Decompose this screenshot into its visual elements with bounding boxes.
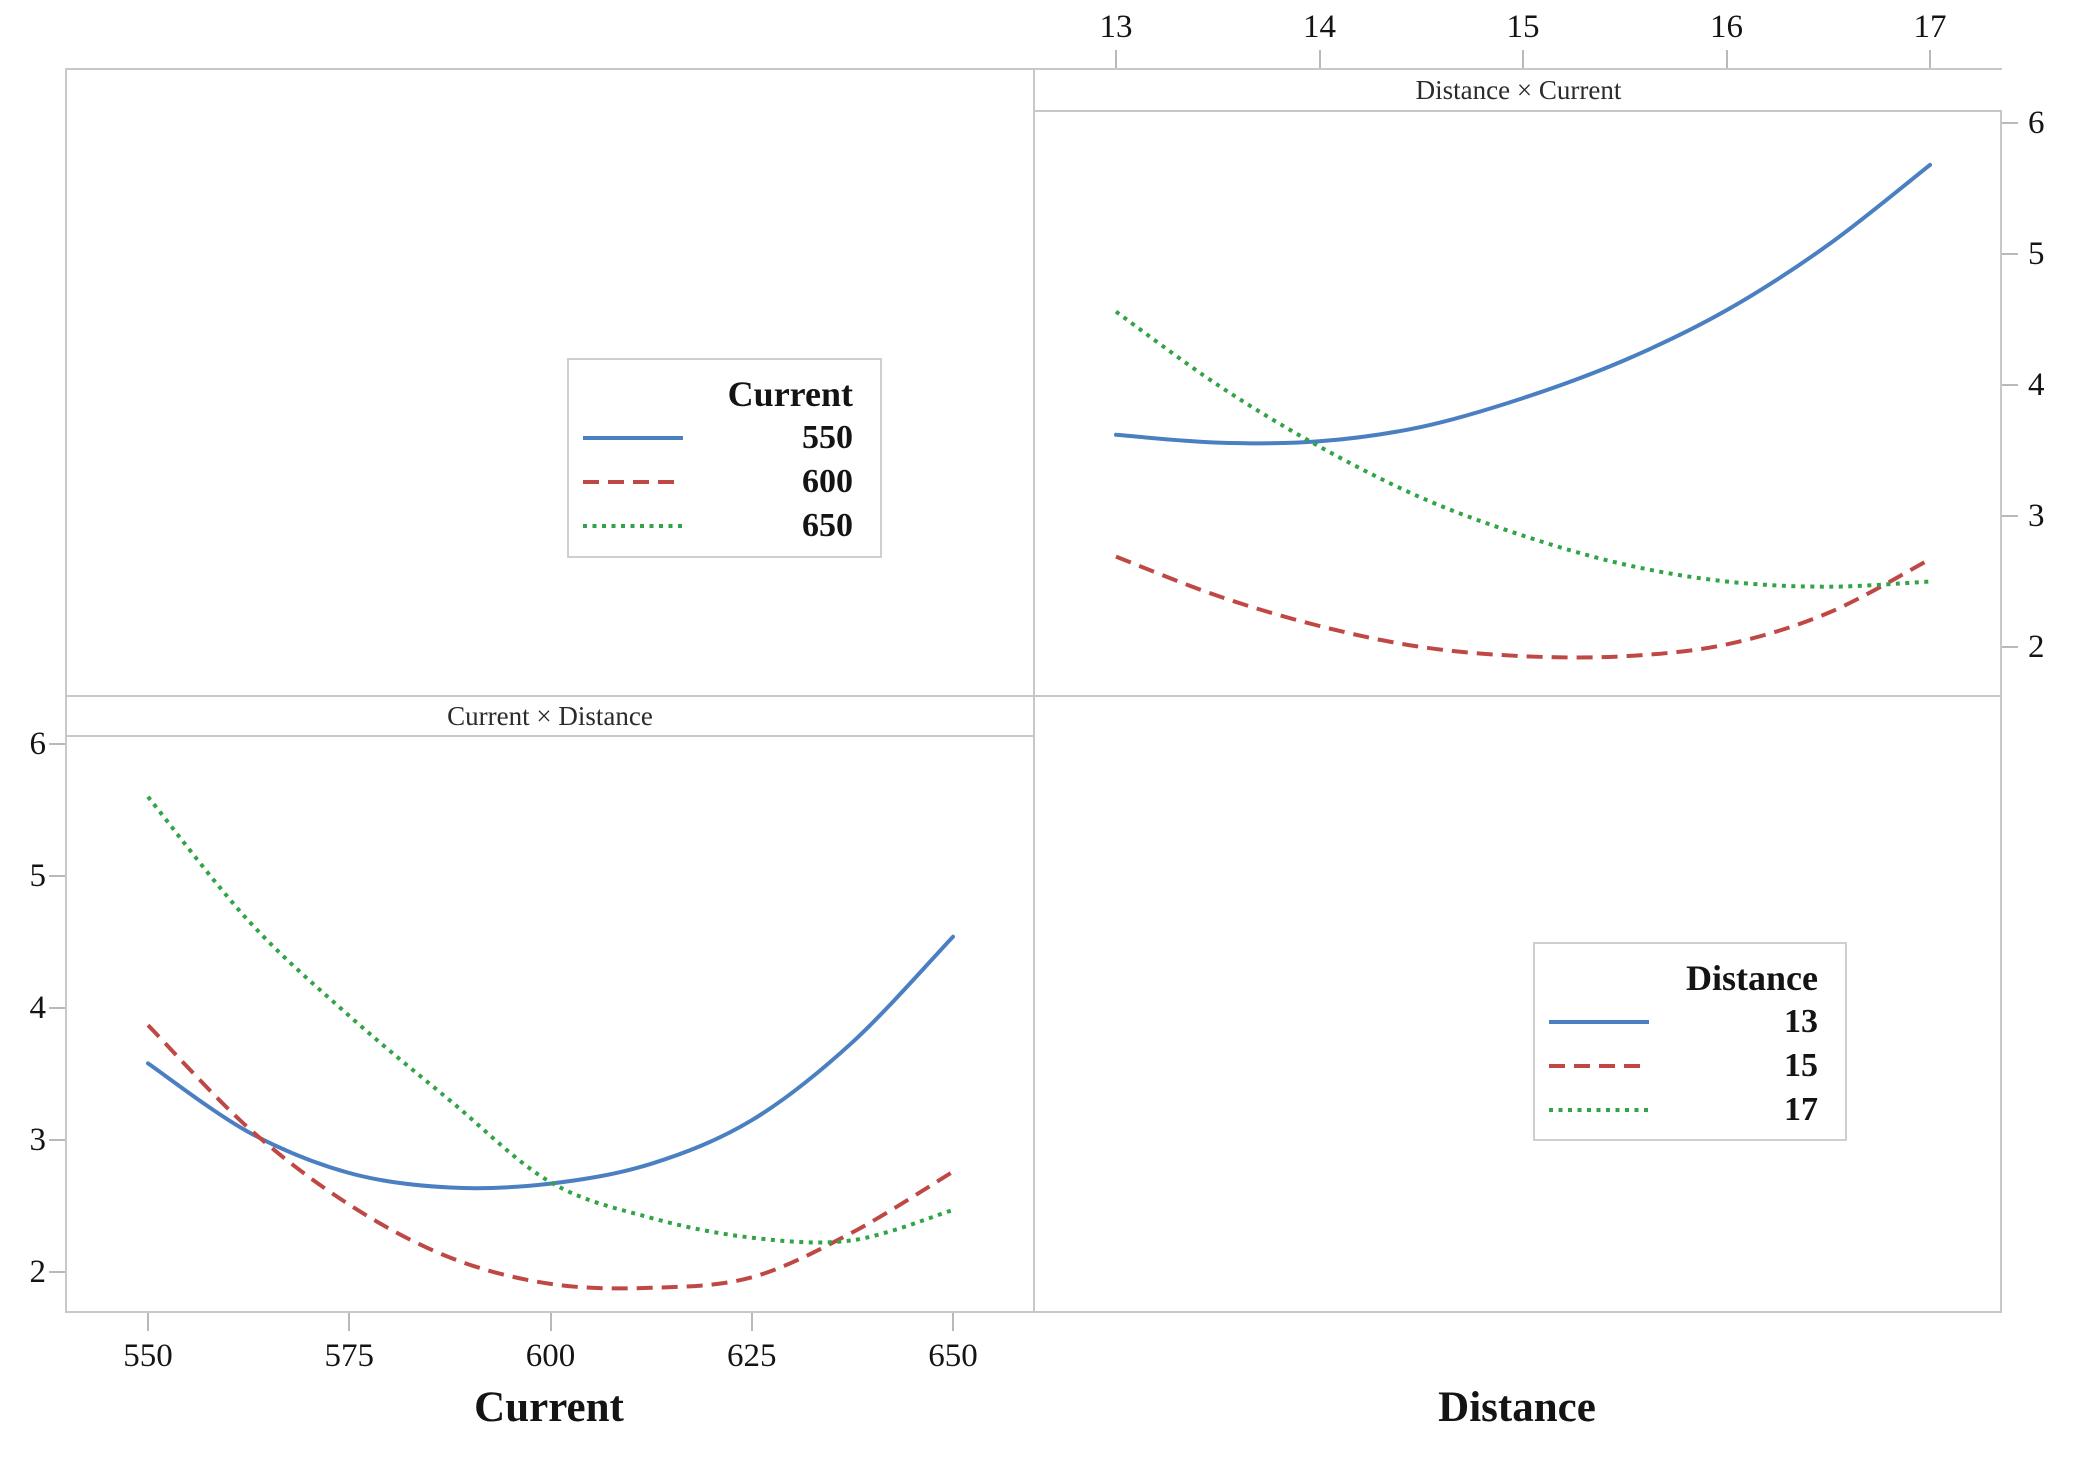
panel-horizontal-divider xyxy=(65,695,2002,697)
right-axis-tick xyxy=(2002,253,2018,255)
top-axis-tick xyxy=(1929,50,1931,68)
legend-entry-13: 13 xyxy=(1535,1000,1845,1044)
top-axis-tick-label: 13 xyxy=(1099,9,1133,45)
left-axis-tick-label: 2 xyxy=(29,1254,47,1290)
x-axis-title-current: Current xyxy=(474,1384,624,1431)
left-axis-tick xyxy=(49,1139,65,1141)
right-axis-tick-label: 5 xyxy=(2028,236,2045,272)
legend-entry-label: 550 xyxy=(802,419,853,456)
series-line-current-17 xyxy=(146,795,954,1245)
left-axis-tick xyxy=(49,1007,65,1009)
right-axis-tick-label: 4 xyxy=(2028,367,2045,403)
legend-distance-rows: 13 15 17 xyxy=(1535,1000,1845,1132)
legend-line-sample-solid xyxy=(583,436,683,440)
legend-entry-550: 550 xyxy=(569,416,880,460)
legend-line-sample-dotted xyxy=(583,524,683,528)
bottom-axis-tick xyxy=(952,1313,954,1331)
legend-entry-650: 650 xyxy=(569,504,880,548)
right-axis-tick xyxy=(2002,646,2018,648)
bottom-axis-tick-label: 650 xyxy=(928,1338,978,1374)
right-axis-tick-label: 2 xyxy=(2028,629,2045,665)
top-axis-tick xyxy=(1318,50,1321,68)
legend-entry-17: 17 xyxy=(1535,1088,1845,1132)
left-axis-tick-label: 4 xyxy=(29,990,47,1026)
legend-entry-600: 600 xyxy=(569,460,880,504)
bottom-axis-tick xyxy=(147,1313,149,1331)
bottom-axis-tick xyxy=(348,1313,351,1331)
legend-entry-label: 15 xyxy=(1784,1047,1818,1084)
legend-distance: Distance 13 15 17 xyxy=(1533,942,1847,1141)
bottom-axis-tick-label: 600 xyxy=(525,1338,576,1374)
legend-entry-15: 15 xyxy=(1535,1044,1845,1088)
top-axis-tick-label: 14 xyxy=(1303,9,1336,45)
series-line-distance-650 xyxy=(1114,309,1931,589)
panel-title-distance-by-current: Distance × Current xyxy=(1415,74,1622,105)
bottom-axis-tick xyxy=(750,1313,753,1331)
panel-vertical-divider xyxy=(1033,68,1035,1313)
legend-current-rows: 550 600 650 xyxy=(569,416,880,548)
series-line-current-13 xyxy=(146,934,955,1191)
bottom-axis-tick-label: 625 xyxy=(727,1338,777,1374)
x-axis-title-distance: Distance xyxy=(1438,1384,1596,1431)
top-axis-tick-label: 17 xyxy=(1913,9,1947,45)
series-line-distance-600 xyxy=(1115,554,1931,660)
panel-header-distance-by-current: Distance × Current xyxy=(1035,70,2002,112)
legend-line-sample-dotted xyxy=(1549,1108,1649,1112)
left-axis-tick-label: 3 xyxy=(29,1122,47,1158)
right-axis-tick-label: 3 xyxy=(2028,498,2045,534)
legend-line-sample-dashed xyxy=(583,480,683,484)
legend-entry-label: 600 xyxy=(802,463,853,500)
bottom-axis-tick-label: 575 xyxy=(324,1338,375,1374)
legend-line-sample-dashed xyxy=(1549,1064,1649,1068)
series-line-current-15 xyxy=(146,1023,955,1291)
right-axis-tick xyxy=(2002,122,2018,124)
top-axis-tick xyxy=(1725,50,1728,68)
top-axis-tick-label: 15 xyxy=(1506,9,1540,45)
top-axis-tick xyxy=(1115,50,1117,68)
right-axis-tick xyxy=(2002,384,2018,386)
legend-entry-label: 13 xyxy=(1784,1003,1818,1040)
right-axis-tick xyxy=(2002,515,2018,517)
left-axis-tick-label: 6 xyxy=(29,726,47,762)
top-axis-tick-label: 16 xyxy=(1710,9,1743,45)
top-axis-tick xyxy=(1522,50,1524,68)
panel-header-current-by-distance: Current × Distance xyxy=(67,697,1033,737)
bottom-axis-tick-label: 550 xyxy=(123,1338,173,1374)
left-axis-tick-label: 5 xyxy=(29,858,47,894)
left-axis-tick xyxy=(49,743,65,745)
legend-entry-label: 650 xyxy=(802,507,853,544)
panel-title-current-by-distance: Current × Distance xyxy=(447,700,653,731)
left-axis-tick xyxy=(49,1271,65,1273)
legend-line-sample-solid xyxy=(1549,1020,1649,1024)
right-axis-tick-label: 6 xyxy=(2028,105,2045,141)
legend-current-title: Current xyxy=(727,374,853,414)
left-axis-tick xyxy=(49,875,65,877)
legend-distance-title: Distance xyxy=(1686,958,1818,998)
bottom-axis-tick xyxy=(549,1313,552,1331)
legend-current: Current 550 600 650 xyxy=(567,358,882,558)
series-line-distance-550 xyxy=(1114,162,1932,446)
legend-entry-label: 17 xyxy=(1784,1091,1818,1128)
